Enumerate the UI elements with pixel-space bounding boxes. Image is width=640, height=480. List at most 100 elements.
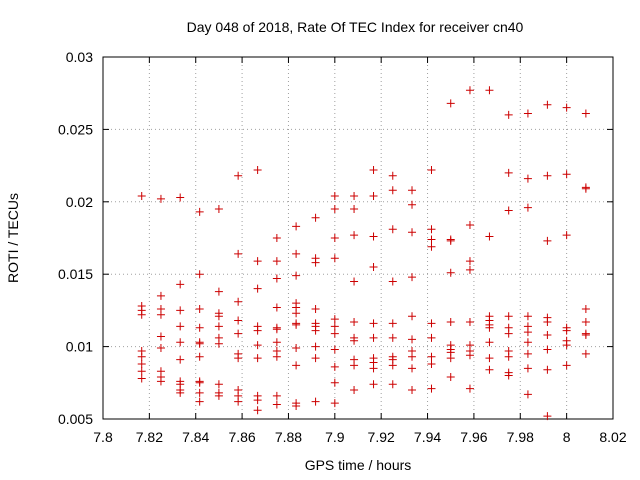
data-point [543,236,552,245]
data-point [350,336,359,345]
data-point [176,338,185,347]
data-point [446,373,455,382]
data-point [581,184,590,193]
data-point [465,220,474,229]
data-point [292,361,301,370]
data-point [504,110,513,119]
data-point [408,186,417,195]
data-point [214,380,223,389]
data-point [369,319,378,328]
data-point [156,377,165,386]
data-point [427,319,436,328]
data-points [137,86,590,421]
plot-frame [102,56,614,420]
data-point [350,192,359,201]
data-point [176,388,185,397]
data-point [408,312,417,321]
data-point [427,235,436,244]
data-point [523,203,532,212]
data-point [330,329,339,338]
data-point [253,165,262,174]
data-point [388,186,397,195]
data-point [311,354,320,363]
data-point [176,193,185,202]
x-tick-label: 8 [563,429,571,445]
data-point [311,342,320,351]
y-axis-label: ROTI / TECUs [5,193,21,283]
data-point [581,109,590,118]
data-point [427,242,436,251]
x-tick-label: 7.92 [368,429,395,445]
data-point [272,325,281,334]
data-point [292,249,301,258]
data-point [408,364,417,373]
data-point [330,205,339,214]
data-point [234,297,243,306]
data-point [195,352,204,361]
x-tick-label: 7.96 [460,429,487,445]
data-point [311,304,320,313]
data-point [214,391,223,400]
data-point [485,86,494,95]
data-point [504,329,513,338]
data-point [446,268,455,277]
data-point [176,322,185,331]
data-point [253,284,262,293]
data-point [388,319,397,328]
chart-title: Day 048 of 2018, Rate Of TEC Index for r… [187,19,524,35]
y-axis-ticks: 0.005 0.01 0.015 0.02 0.025 0.03 [58,49,613,427]
y-tick-label: 0.01 [66,339,93,355]
data-point [523,174,532,183]
data-point [195,304,204,313]
data-point [195,339,204,348]
data-point [427,165,436,174]
data-point [543,100,552,109]
data-point [234,329,243,338]
data-point [350,317,359,326]
data-point [253,341,262,350]
data-point [581,304,590,313]
data-point [350,386,359,395]
data-point [137,352,146,361]
y-tick-label: 0.005 [58,411,93,427]
data-point [330,234,339,242]
data-point [465,265,474,274]
data-point [214,205,223,214]
grid-lines [103,57,613,419]
data-point [581,317,590,326]
data-point [350,361,359,370]
x-tick-label: 7.88 [275,429,302,445]
y-tick-label: 0.025 [58,121,93,137]
data-point [369,364,378,373]
data-point [234,249,243,258]
data-point [195,270,204,279]
data-point [137,192,146,201]
data-point [427,359,436,368]
y-tick-label: 0.03 [66,49,93,65]
data-point [562,231,571,240]
data-point [234,397,243,406]
data-point [523,364,532,373]
data-point [214,312,223,321]
data-point [465,317,474,326]
data-point [156,344,165,353]
data-point [272,338,281,347]
data-point [543,317,552,326]
data-point [234,316,243,325]
data-point [311,397,320,406]
data-point [195,388,204,397]
data-point [408,335,417,344]
data-point [369,165,378,174]
data-point [234,354,243,363]
data-point [523,390,532,399]
data-point [562,103,571,112]
data-point [214,287,223,296]
x-tick-label: 7.98 [507,429,534,445]
x-tick-label: 7.94 [414,429,441,445]
data-point [388,333,397,342]
data-point [446,99,455,108]
data-point [292,271,301,280]
data-point [195,378,204,387]
data-point [350,231,359,240]
data-point [485,232,494,241]
